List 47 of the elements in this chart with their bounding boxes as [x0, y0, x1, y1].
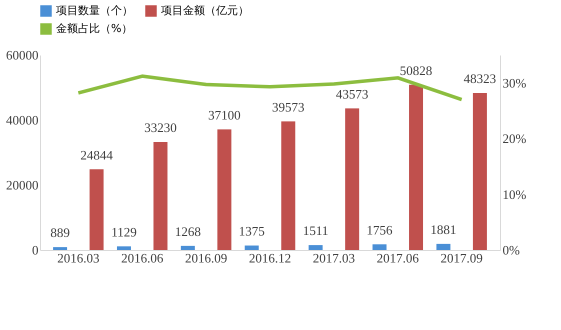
bar	[153, 142, 168, 250]
bar	[436, 244, 450, 250]
legend-label: 金额占比（%）	[56, 22, 132, 35]
data-label: 1756	[366, 222, 394, 238]
bar	[217, 129, 232, 250]
y-tick-label: 20000	[6, 178, 38, 192]
legend-label: 项目数量（个）	[56, 4, 133, 17]
bar	[244, 246, 259, 250]
x-tick-label: 2017.03	[312, 250, 356, 266]
bar	[53, 247, 68, 250]
bar	[90, 169, 104, 250]
bar	[409, 84, 424, 250]
y2-tick-label: 30%	[502, 75, 526, 90]
data-label: 1268	[174, 224, 201, 239]
x-tick-label: 2016.09	[184, 250, 228, 266]
data-label: 1511	[302, 223, 328, 238]
line-series	[76, 74, 464, 102]
data-label: 39573	[272, 99, 305, 114]
data-label: 1375	[238, 224, 265, 239]
data-label: 50828	[400, 62, 432, 78]
data-label: 43573	[336, 86, 368, 102]
x-tick-label: 2017.06	[376, 250, 420, 266]
bar	[472, 92, 487, 250]
bar	[180, 246, 195, 250]
data-label: 1881	[430, 222, 456, 237]
y-tick-label: 40000	[6, 112, 38, 128]
y-tick-label: 60000	[6, 48, 38, 62]
data-label: 37100	[208, 107, 241, 122]
bar	[308, 245, 323, 250]
data-label: 33230	[144, 120, 177, 136]
bar	[116, 246, 131, 250]
x-tick-label: 2016.03	[57, 250, 100, 266]
bar	[345, 108, 360, 250]
y2-tick-label: 10%	[502, 186, 526, 202]
x-tick-label: 2017.09	[440, 250, 483, 266]
y-tick-label: 0	[32, 242, 38, 258]
data-label: 1129	[111, 224, 137, 240]
bar	[281, 121, 296, 250]
data-label: 48323	[464, 70, 496, 86]
data-label: 889	[50, 225, 70, 240]
legend-label: 项目金额（亿元）	[161, 4, 249, 17]
data-label: 24844	[80, 147, 114, 162]
x-tick-label: 2016.12	[248, 250, 292, 266]
y2-tick-label: 0%	[502, 242, 520, 258]
x-tick-label: 2016.06	[121, 250, 164, 266]
bar	[372, 244, 387, 250]
y2-tick-label: 20%	[502, 131, 526, 146]
